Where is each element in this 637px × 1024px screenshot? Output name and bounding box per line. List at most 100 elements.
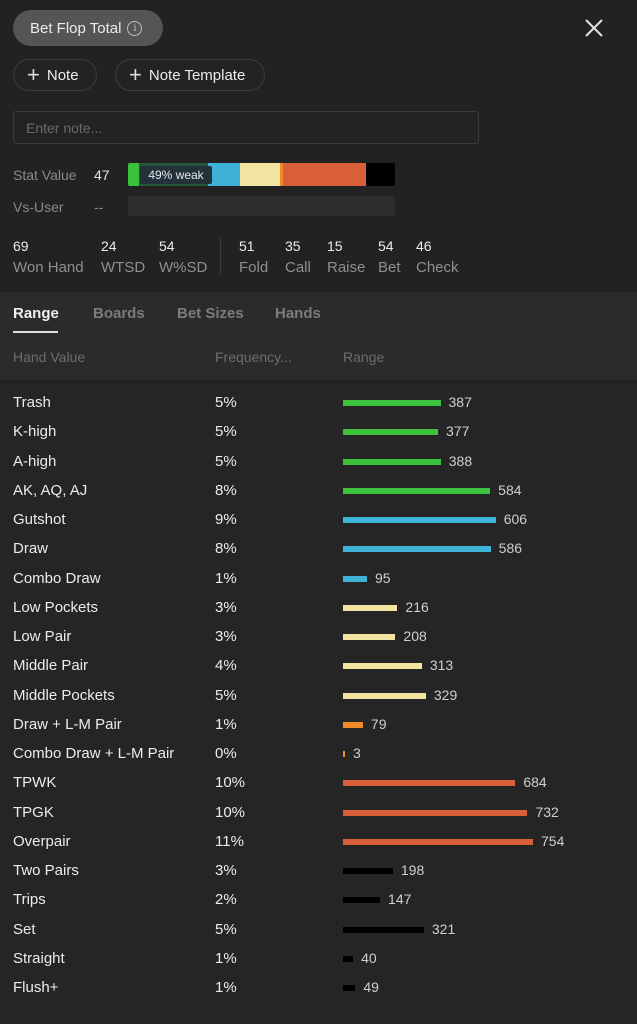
table-row[interactable]: Two Pairs 3% 198 — [0, 858, 637, 887]
add-note-button[interactable]: + Note — [13, 59, 97, 91]
hand-value-cell: Middle Pockets — [13, 686, 115, 704]
table-row[interactable]: Straight 1% 40 — [0, 946, 637, 975]
frequency-cell: 1% — [215, 569, 237, 587]
table-row[interactable]: AK, AQ, AJ 8% 584 — [0, 478, 637, 507]
range-count: 313 — [429, 657, 454, 674]
hand-value-cell: Set — [13, 920, 36, 938]
stat-header-panel — [0, 0, 637, 292]
metric-bet: 54 Bet — [378, 238, 401, 276]
metric-value: 15 — [327, 238, 343, 254]
range-bar — [343, 868, 393, 874]
hand-value-cell: Overpair — [13, 832, 71, 850]
frequency-cell: 5% — [215, 686, 237, 704]
tab-boards[interactable]: Boards — [93, 305, 145, 322]
metric-wtsd: 24 WTSD — [101, 238, 145, 276]
table-row[interactable]: Set 5% 321 — [0, 917, 637, 946]
range-bar — [343, 517, 496, 523]
range-count: 584 — [498, 481, 522, 498]
range-bar — [343, 897, 381, 904]
range-bar — [343, 955, 354, 962]
tab-bet-sizes[interactable]: Bet Sizes — [177, 305, 244, 322]
table-row[interactable]: Overpair 11% 754 — [0, 829, 637, 858]
column-header-range[interactable]: Range — [343, 349, 385, 365]
hand-value-cell: TPWK — [13, 774, 57, 792]
info-circle-icon[interactable]: i — [127, 20, 143, 36]
hand-value-cell: Combo Draw — [13, 569, 101, 587]
frequency-cell: 8% — [215, 481, 237, 499]
range-count: 329 — [433, 686, 458, 703]
range-bar — [343, 604, 398, 611]
range-bar — [343, 926, 424, 933]
metric-check: 46 Check — [416, 238, 459, 276]
stat-strength-badge: 49% weak — [140, 166, 212, 184]
table-row[interactable]: Low Pockets 3% 216 — [0, 595, 637, 624]
hand-value-cell: Combo Draw + L-M Pair — [13, 745, 175, 762]
range-count: 754 — [541, 832, 565, 849]
table-row[interactable]: Gutshot 9% 606 — [0, 507, 637, 536]
metrics-divider — [220, 236, 221, 274]
frequency-cell: 1% — [215, 979, 237, 996]
metric-value: 24 — [101, 238, 117, 254]
frequency-cell: 0% — [215, 745, 237, 762]
metric-label: Call — [285, 259, 311, 276]
table-row[interactable]: Trips 2% 147 — [0, 887, 637, 916]
table-row[interactable]: TPGK 10% 732 — [0, 800, 637, 829]
range-bar — [343, 634, 396, 640]
hand-value-cell: Draw — [13, 540, 49, 558]
range-count: 586 — [498, 540, 523, 557]
frequency-cell: 8% — [215, 540, 237, 558]
metric-label: Fold — [239, 259, 269, 276]
frequency-cell: 1% — [215, 949, 237, 967]
metric-w-sd: 54 W%SD — [159, 238, 207, 276]
hand-value-cell: A-high — [13, 452, 57, 470]
range-bar — [343, 838, 533, 845]
table-row[interactable]: Middle Pockets 5% 329 — [0, 683, 637, 712]
note-input[interactable] — [13, 111, 479, 144]
stat-title-chip[interactable]: Bet Flop Total i — [13, 10, 163, 46]
plus-icon: + — [129, 62, 142, 87]
table-row[interactable]: Middle Pair 4% 313 — [0, 653, 637, 682]
metric-label: Won Hand — [13, 259, 84, 276]
range-count: 208 — [403, 628, 427, 644]
metric-label: Bet — [378, 259, 401, 276]
table-row[interactable]: Draw + L-M Pair 1% 79 — [0, 712, 637, 741]
table-row[interactable]: Combo Draw 1% 95 — [0, 566, 637, 595]
hand-value-cell: Trash — [13, 394, 51, 411]
note-template-label: Note Template — [148, 66, 246, 84]
close-icon[interactable] — [584, 18, 604, 38]
metric-label: Check — [416, 259, 459, 276]
range-count: 40 — [361, 949, 377, 966]
range-bar — [343, 458, 441, 465]
column-header-hand-value[interactable]: Hand Value — [13, 349, 86, 365]
table-row[interactable]: Flush+ 1% 49 — [0, 975, 637, 1004]
stat-value-label: Stat Value — [13, 167, 77, 183]
metric-fold: 51 Fold — [239, 238, 268, 276]
table-row[interactable]: Low Pair 3% 208 — [0, 624, 637, 653]
hand-value-cell: Middle Pair — [13, 657, 89, 675]
table-row[interactable]: Combo Draw + L-M Pair 0% 3 — [0, 741, 637, 770]
table-row[interactable]: Trash 5% 387 — [0, 390, 637, 419]
hand-value-cell: AK, AQ, AJ — [13, 481, 88, 499]
hand-value-cell: Draw + L-M Pair — [13, 715, 122, 733]
metric-value: 51 — [239, 238, 255, 254]
table-row[interactable]: K-high 5% 377 — [0, 419, 637, 448]
metric-raise: 15 Raise — [327, 238, 365, 276]
note-template-button[interactable]: + Note Template — [115, 59, 265, 91]
tab-range[interactable]: Range — [13, 305, 59, 322]
hand-value-cell: K-high — [13, 423, 57, 441]
stat-bar-segment — [282, 163, 366, 186]
table-row[interactable]: Draw 8% 586 — [0, 536, 637, 565]
range-bar — [343, 780, 516, 787]
column-header-frequency[interactable]: Frequency... — [215, 349, 292, 365]
frequency-cell: 5% — [215, 920, 237, 938]
range-bar — [343, 429, 438, 436]
tab-hands[interactable]: Hands — [275, 305, 321, 322]
frequency-cell: 1% — [215, 715, 237, 733]
frequency-cell: 9% — [215, 511, 237, 528]
table-row[interactable]: A-high 5% 388 — [0, 449, 637, 478]
active-tab-indicator — [13, 331, 58, 333]
table-row[interactable]: TPWK 10% 684 — [0, 770, 637, 799]
frequency-cell: 2% — [215, 891, 237, 909]
metric-value: 35 — [285, 238, 301, 254]
range-count: 3 — [353, 745, 361, 761]
